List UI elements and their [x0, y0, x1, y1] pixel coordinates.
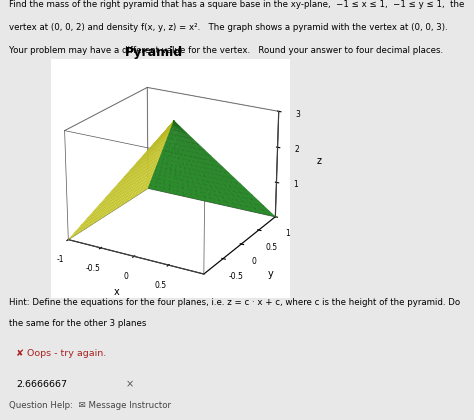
Text: Find the mass of the right pyramid that has a square base in the xy-plane,  −1 ≤: Find the mass of the right pyramid that … [9, 0, 465, 9]
Text: Pyramid: Pyramid [125, 46, 182, 59]
Text: 2.6666667: 2.6666667 [17, 380, 68, 388]
Text: Question Help:  ✉ Message Instructor: Question Help: ✉ Message Instructor [9, 401, 172, 410]
Text: the same for the other 3 planes: the same for the other 3 planes [9, 319, 147, 328]
Text: ×: × [126, 379, 134, 389]
Y-axis label: y: y [267, 268, 273, 278]
X-axis label: x: x [114, 287, 119, 297]
Text: ✘ Oops - try again.: ✘ Oops - try again. [16, 349, 107, 358]
Text: Your problem may have a different value for the vertex.   Round your answer to f: Your problem may have a different value … [9, 45, 444, 55]
Text: Hint: Define the equations for the four planes, i.e. z = c · x + c, where c is t: Hint: Define the equations for the four … [9, 298, 461, 307]
Text: vertex at (0, 0, 2) and density f(x, y, z) = x².   The graph shows a pyramid wit: vertex at (0, 0, 2) and density f(x, y, … [9, 23, 448, 32]
